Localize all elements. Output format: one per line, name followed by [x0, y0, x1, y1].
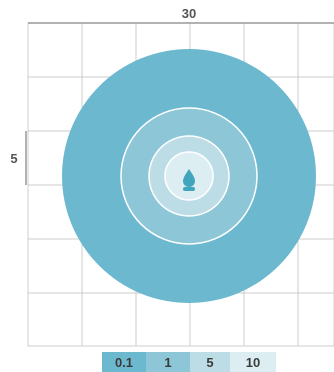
height-scale-label: 5: [10, 151, 17, 166]
legend-label: 1: [164, 355, 171, 370]
water-drop-icon: [183, 169, 195, 191]
legend-swatch: [230, 352, 276, 372]
width-scale-label: 30: [182, 6, 196, 21]
legend: 0.1 1 5 10: [102, 352, 276, 372]
legend-label: 5: [206, 355, 213, 370]
legend-label: 10: [246, 355, 260, 370]
legend-swatch: [146, 352, 190, 372]
legend-swatch: [190, 352, 230, 372]
legend-label: 0.1: [115, 355, 133, 370]
legend-swatch: [102, 352, 146, 372]
